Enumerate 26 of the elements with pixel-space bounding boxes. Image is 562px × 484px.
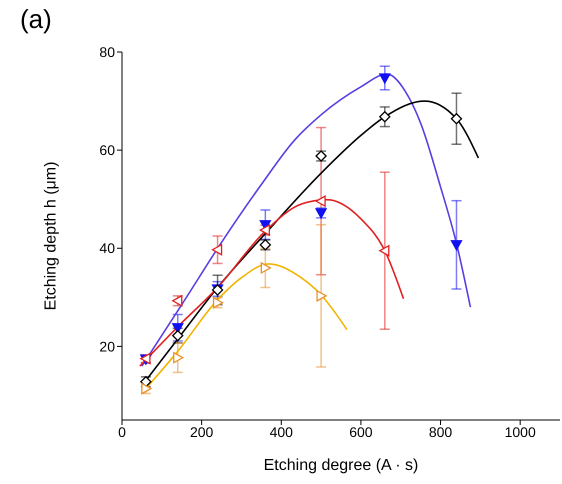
x-tick-label: 600 <box>349 424 373 440</box>
point <box>379 73 390 84</box>
x-tick-label: 200 <box>190 424 214 440</box>
line-series <box>141 73 472 367</box>
y-tick-label: 40 <box>99 240 116 256</box>
point <box>379 111 390 122</box>
y-tick-label: 60 <box>99 142 116 158</box>
y-tick-label: 80 <box>99 44 116 60</box>
x-tick-label: 0 <box>118 424 126 440</box>
x-tick-label: 800 <box>428 424 452 440</box>
point <box>173 352 184 364</box>
point <box>316 290 327 302</box>
line-series <box>139 198 404 367</box>
point <box>450 113 462 124</box>
x-tick-label: 400 <box>270 424 294 440</box>
y-axis-title: Etching depth h (μm) <box>42 162 60 310</box>
x-tick-label: 1000 <box>504 424 536 440</box>
point <box>315 196 326 207</box>
point <box>212 244 222 256</box>
point <box>172 330 184 342</box>
point <box>450 240 462 250</box>
y-tick-label: 20 <box>99 338 116 354</box>
chart-title: (a) <box>20 4 52 35</box>
point <box>379 245 390 256</box>
x-axis-title: Etching degree (A · s) <box>264 457 418 474</box>
point <box>260 262 271 274</box>
